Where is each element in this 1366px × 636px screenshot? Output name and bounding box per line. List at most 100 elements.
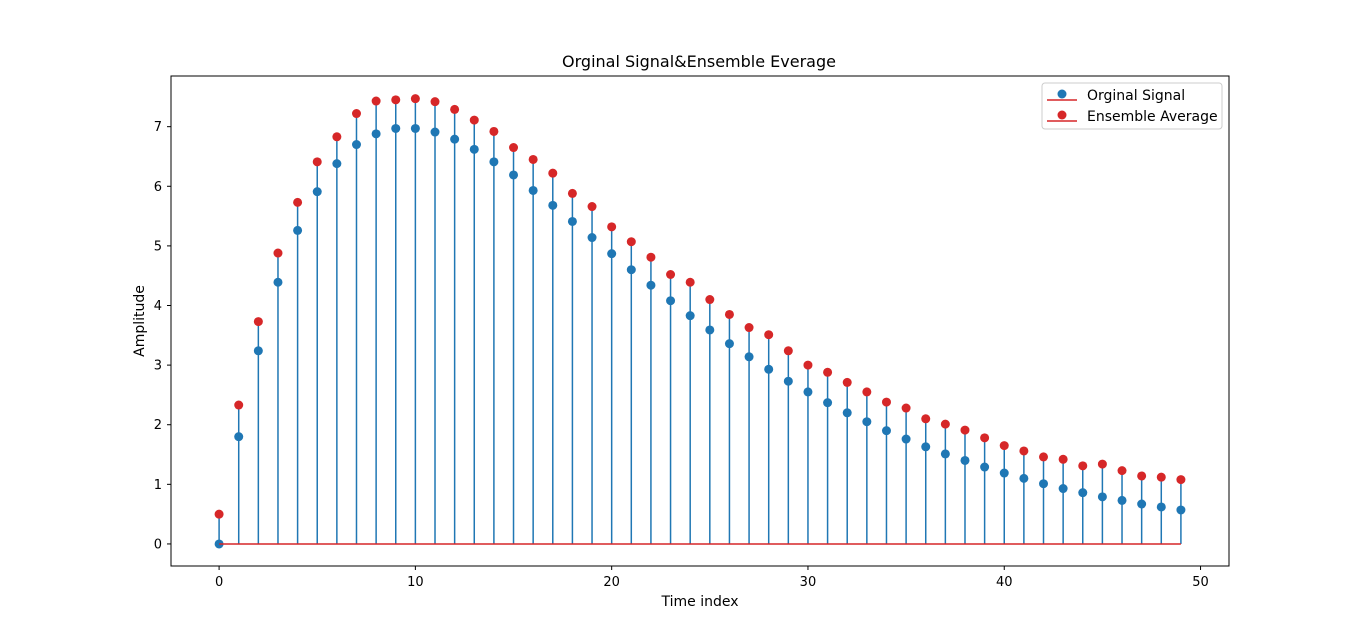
legend-ensemble-marker [1057,110,1067,120]
original-signal-point [823,398,833,408]
ensemble-average-point [489,126,499,136]
ensemble-average-point [803,360,813,370]
original-signal-point [940,449,950,459]
ensemble-average-point [685,277,695,287]
original-signal-point [312,187,322,197]
ensemble-average-point [1058,454,1068,464]
legend-label-ensemble-average: Ensemble Average [1087,109,1218,125]
ensemble-average-point [332,132,342,142]
original-signal-point [626,265,636,275]
legend-entry-ensemble-average: Ensemble Average [1047,109,1218,125]
ensemble-average-point [1019,446,1029,456]
y-tick-label: 2 [154,418,162,433]
ensemble-average-point [1097,459,1107,469]
y-tick-label: 6 [154,180,162,195]
ensemble-average-markers [214,94,1186,519]
x-tick-label: 40 [996,575,1013,590]
ensemble-average-point [881,397,891,407]
ensemble-average-point [999,441,1009,451]
original-signal-point [587,233,597,243]
ensemble-average-point [921,414,931,424]
ensemble-average-point [450,104,460,114]
x-axis-label: Time index [660,594,738,610]
original-signal-point [901,434,911,444]
ensemble-average-point [646,252,656,262]
original-signal-point [430,127,440,137]
original-signal-point [803,387,813,397]
y-tick-label: 1 [154,478,162,493]
ensemble-average-point [391,95,401,105]
original-signal-point [469,144,479,154]
ensemble-average-point [1078,461,1088,471]
y-axis-label: Amplitude [132,285,148,357]
original-signal-point [705,325,715,335]
y-tick-label: 4 [154,299,162,314]
original-signal-markers [214,123,1186,549]
ensemble-average-point [587,202,597,212]
ensemble-average-point [509,143,519,153]
ensemble-average-point [901,403,911,413]
ensemble-average-point [626,237,636,247]
x-tick-label: 0 [215,575,223,590]
ensemble-average-point [960,425,970,435]
x-tick-label: 20 [603,575,620,590]
original-signal-point [960,455,970,465]
ensemble-average-point [842,377,852,387]
y-tick-label: 0 [154,537,162,552]
original-signal-point [921,442,931,452]
ensemble-average-point [351,109,361,119]
ensemble-average-point [410,94,420,104]
ensemble-average-point [371,96,381,106]
y-axis: 0 1 2 3 4 5 6 7 [154,120,171,552]
original-signal-point [332,159,342,169]
legend-entry-original-signal: Orginal Signal [1047,88,1185,104]
ensemble-average-point [823,367,833,377]
original-signal-point [489,157,499,167]
ensemble-average-point [548,168,558,178]
ensemble-average-point [724,309,734,319]
stem-lines [218,98,1182,544]
original-signal-point [567,216,577,226]
ensemble-average-point [764,330,774,340]
x-axis: 0 10 20 30 40 50 [215,566,1209,590]
original-signal-point [1156,502,1166,512]
chart-title: Orginal Signal&Ensemble Everage [562,52,836,71]
ensemble-average-point [744,323,754,333]
original-signal-point [371,129,381,139]
ensemble-average-point [214,509,224,519]
ensemble-average-point [1176,475,1186,485]
original-signal-point [1019,473,1029,483]
ensemble-average-point [234,400,244,410]
original-signal-point [548,200,558,210]
y-tick-label: 5 [154,239,162,254]
ensemble-average-point [1156,472,1166,482]
ensemble-average-point [940,419,950,429]
original-signal-point [450,134,460,144]
original-signal-point [391,123,401,133]
original-signal-point [881,426,891,436]
original-signal-point [1117,495,1127,505]
ensemble-average-point [1137,471,1147,481]
original-signal-point [509,170,519,180]
original-signal-point [410,123,420,133]
ensemble-average-point [253,317,263,327]
ensemble-average-point [430,97,440,107]
original-signal-point [842,408,852,418]
original-signal-point [862,417,872,427]
legend-label-original-signal: Orginal Signal [1087,88,1185,104]
x-tick-label: 30 [800,575,817,590]
original-signal-point [351,140,361,150]
ensemble-average-point [1117,466,1127,476]
original-signal-point [999,468,1009,478]
original-signal-point [607,249,617,259]
original-signal-point [528,185,538,195]
ensemble-average-point [666,270,676,280]
original-signal-point [1176,505,1186,515]
original-signal-point [685,311,695,321]
original-signal-point [1137,499,1147,509]
ensemble-average-point [273,248,283,258]
ensemble-average-point [469,115,479,125]
original-signal-point [783,376,793,386]
ensemble-average-point [293,197,303,207]
